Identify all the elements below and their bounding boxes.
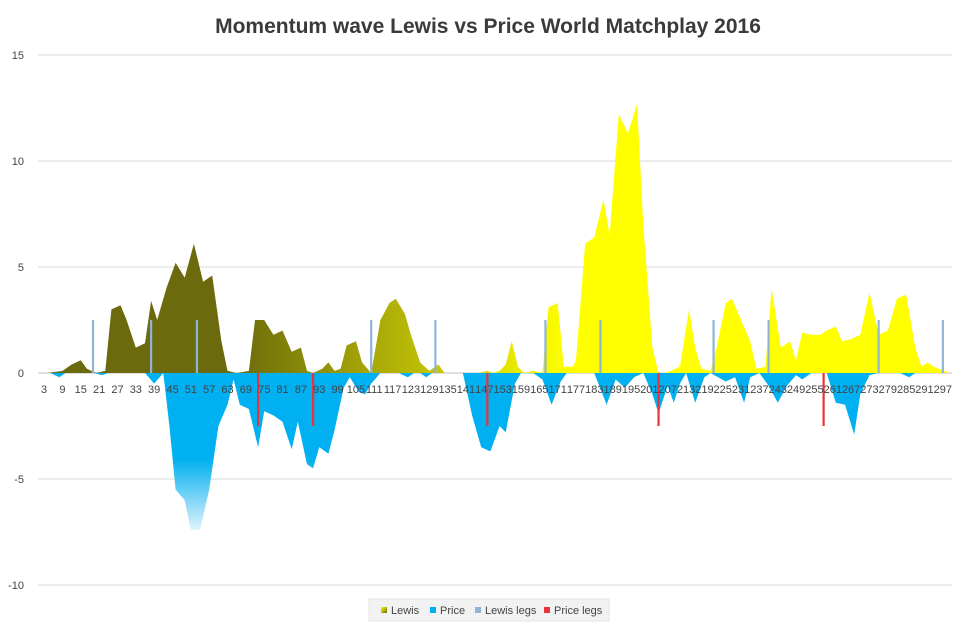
x-tick-label: 33 bbox=[130, 384, 142, 396]
x-axis: 3 9 15 21 27 33 39 45 51 57 63 69 75 81 87 93 99 105 111 11… bbox=[41, 384, 952, 396]
x-tick-label: 153 bbox=[493, 384, 511, 396]
x-tick-label: 171 bbox=[548, 384, 566, 396]
x-tick-label: 273 bbox=[860, 384, 878, 396]
legend-box bbox=[368, 598, 610, 622]
legend-label: Price bbox=[440, 605, 465, 617]
y-tick-label: 0 bbox=[18, 368, 24, 380]
x-tick-label: 15 bbox=[75, 384, 87, 396]
x-tick-label: 51 bbox=[185, 384, 197, 396]
y-axis: 15 10 5 0 -5 -10 bbox=[8, 50, 24, 592]
legend-swatch-lewis-legs bbox=[475, 607, 481, 613]
x-tick-label: 93 bbox=[313, 384, 325, 396]
x-tick-label: 159 bbox=[512, 384, 530, 396]
y-tick-label: -5 bbox=[14, 474, 24, 486]
x-tick-label: 291 bbox=[915, 384, 933, 396]
legs-layer bbox=[91, 320, 944, 426]
x-tick-label: 99 bbox=[331, 384, 343, 396]
x-tick-label: 3 bbox=[41, 384, 47, 396]
x-tick-label: 57 bbox=[203, 384, 215, 396]
x-tick-label: 225 bbox=[714, 384, 732, 396]
x-tick-label: 177 bbox=[567, 384, 585, 396]
x-tick-label: 213 bbox=[677, 384, 695, 396]
x-tick-label: 45 bbox=[166, 384, 178, 396]
x-tick-label: 183 bbox=[585, 384, 603, 396]
chart-title: Momentum wave Lewis vs Price World Match… bbox=[215, 15, 761, 38]
legend-swatch-lewis bbox=[381, 607, 387, 613]
x-tick-label: 141 bbox=[457, 384, 475, 396]
x-tick-label: 27 bbox=[111, 384, 123, 396]
x-tick-label: 117 bbox=[384, 384, 402, 396]
x-tick-label: 75 bbox=[258, 384, 270, 396]
x-tick-label: 255 bbox=[805, 384, 823, 396]
series-price-area bbox=[38, 373, 949, 530]
x-tick-label: 165 bbox=[530, 384, 548, 396]
y-tick-label: 5 bbox=[18, 262, 24, 274]
legend-label: Lewis legs bbox=[485, 605, 537, 617]
x-tick-label: 87 bbox=[295, 384, 307, 396]
legend: Lewis Price Lewis legs Price legs bbox=[368, 598, 610, 622]
x-tick-label: 105 bbox=[347, 384, 365, 396]
x-tick-label: 243 bbox=[769, 384, 787, 396]
x-tick-label: 279 bbox=[879, 384, 897, 396]
x-tick-label: 63 bbox=[221, 384, 233, 396]
x-tick-label: 249 bbox=[787, 384, 805, 396]
x-tick-label: 135 bbox=[438, 384, 456, 396]
series-lewis-area bbox=[38, 103, 949, 374]
x-tick-label: 237 bbox=[750, 384, 768, 396]
x-tick-label: 207 bbox=[659, 384, 677, 396]
x-tick-label: 69 bbox=[240, 384, 252, 396]
x-tick-label: 201 bbox=[640, 384, 658, 396]
y-tick-label: 10 bbox=[12, 156, 24, 168]
x-tick-label: 81 bbox=[276, 384, 288, 396]
plot-area bbox=[38, 103, 949, 530]
x-tick-label: 123 bbox=[402, 384, 420, 396]
x-tick-label: 195 bbox=[622, 384, 640, 396]
x-tick-label: 219 bbox=[695, 384, 713, 396]
x-tick-label: 111 bbox=[366, 384, 383, 396]
x-tick-label: 285 bbox=[897, 384, 915, 396]
x-tick-label: 9 bbox=[59, 384, 65, 396]
y-tick-label: 15 bbox=[12, 50, 24, 62]
x-tick-label: 261 bbox=[824, 384, 842, 396]
x-tick-label: 297 bbox=[934, 384, 952, 396]
x-tick-label: 189 bbox=[604, 384, 622, 396]
x-tick-label: 231 bbox=[732, 384, 750, 396]
x-tick-label: 39 bbox=[148, 384, 160, 396]
legend-swatch-price-legs bbox=[544, 607, 550, 613]
x-tick-label: 21 bbox=[93, 384, 105, 396]
x-tick-label: 267 bbox=[842, 384, 860, 396]
legend-label: Price legs bbox=[554, 605, 603, 617]
legend-swatch-price bbox=[430, 607, 436, 613]
legend-label: Lewis bbox=[391, 605, 420, 617]
x-tick-label: 129 bbox=[420, 384, 438, 396]
y-tick-label: -10 bbox=[8, 580, 24, 592]
x-tick-label: 147 bbox=[475, 384, 493, 396]
